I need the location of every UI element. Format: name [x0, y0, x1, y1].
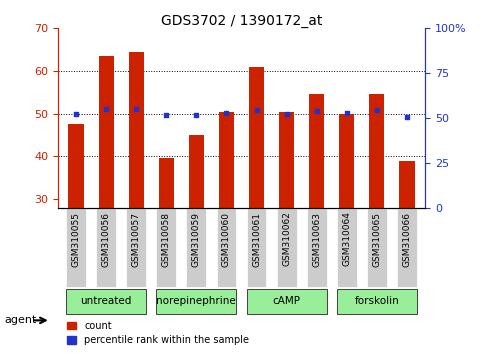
- Text: GSM310056: GSM310056: [101, 211, 111, 267]
- Point: [373, 107, 381, 113]
- Text: norepinephrine: norepinephrine: [156, 296, 236, 306]
- Bar: [279, 112, 294, 207]
- FancyBboxPatch shape: [156, 289, 236, 314]
- Bar: [189, 135, 204, 207]
- FancyBboxPatch shape: [96, 207, 116, 287]
- Point: [162, 113, 170, 118]
- Text: GSM310060: GSM310060: [222, 211, 231, 267]
- Text: GSM310058: GSM310058: [162, 211, 171, 267]
- Point: [132, 106, 140, 112]
- FancyBboxPatch shape: [247, 207, 267, 287]
- Text: GDS3702 / 1390172_at: GDS3702 / 1390172_at: [161, 14, 322, 28]
- Bar: [99, 56, 114, 207]
- Point: [102, 106, 110, 112]
- FancyBboxPatch shape: [397, 207, 417, 287]
- Point: [313, 108, 321, 114]
- FancyBboxPatch shape: [126, 207, 146, 287]
- Text: GSM310063: GSM310063: [312, 211, 321, 267]
- Bar: [159, 159, 174, 207]
- Text: GSM310065: GSM310065: [372, 211, 382, 267]
- Bar: [369, 95, 384, 207]
- Text: GSM310057: GSM310057: [132, 211, 141, 267]
- Point: [223, 110, 230, 115]
- Text: GSM310061: GSM310061: [252, 211, 261, 267]
- FancyBboxPatch shape: [66, 207, 86, 287]
- Bar: [339, 114, 355, 207]
- Bar: [309, 95, 324, 207]
- FancyBboxPatch shape: [156, 207, 176, 287]
- Text: GSM310055: GSM310055: [71, 211, 81, 267]
- Point: [343, 110, 351, 115]
- Bar: [69, 124, 84, 207]
- Point: [72, 112, 80, 117]
- FancyBboxPatch shape: [247, 289, 327, 314]
- FancyBboxPatch shape: [367, 207, 387, 287]
- Text: cAMP: cAMP: [272, 296, 300, 306]
- Text: forskolin: forskolin: [355, 296, 399, 306]
- Point: [193, 113, 200, 118]
- Bar: [219, 112, 234, 207]
- Point: [283, 112, 290, 117]
- Text: GSM310062: GSM310062: [282, 211, 291, 267]
- FancyBboxPatch shape: [186, 207, 206, 287]
- FancyBboxPatch shape: [66, 289, 146, 314]
- FancyBboxPatch shape: [307, 207, 327, 287]
- FancyBboxPatch shape: [337, 207, 357, 287]
- Text: GSM310064: GSM310064: [342, 211, 351, 267]
- Bar: [128, 52, 144, 207]
- Point: [253, 107, 260, 113]
- FancyBboxPatch shape: [277, 207, 297, 287]
- Text: agent: agent: [5, 315, 37, 325]
- Text: GSM310059: GSM310059: [192, 211, 201, 267]
- Bar: [249, 67, 264, 207]
- Text: GSM310066: GSM310066: [402, 211, 412, 267]
- Bar: [399, 161, 414, 207]
- Legend: count, percentile rank within the sample: count, percentile rank within the sample: [63, 317, 253, 349]
- FancyBboxPatch shape: [337, 289, 417, 314]
- FancyBboxPatch shape: [216, 207, 236, 287]
- Text: untreated: untreated: [80, 296, 132, 306]
- Point: [403, 114, 411, 120]
